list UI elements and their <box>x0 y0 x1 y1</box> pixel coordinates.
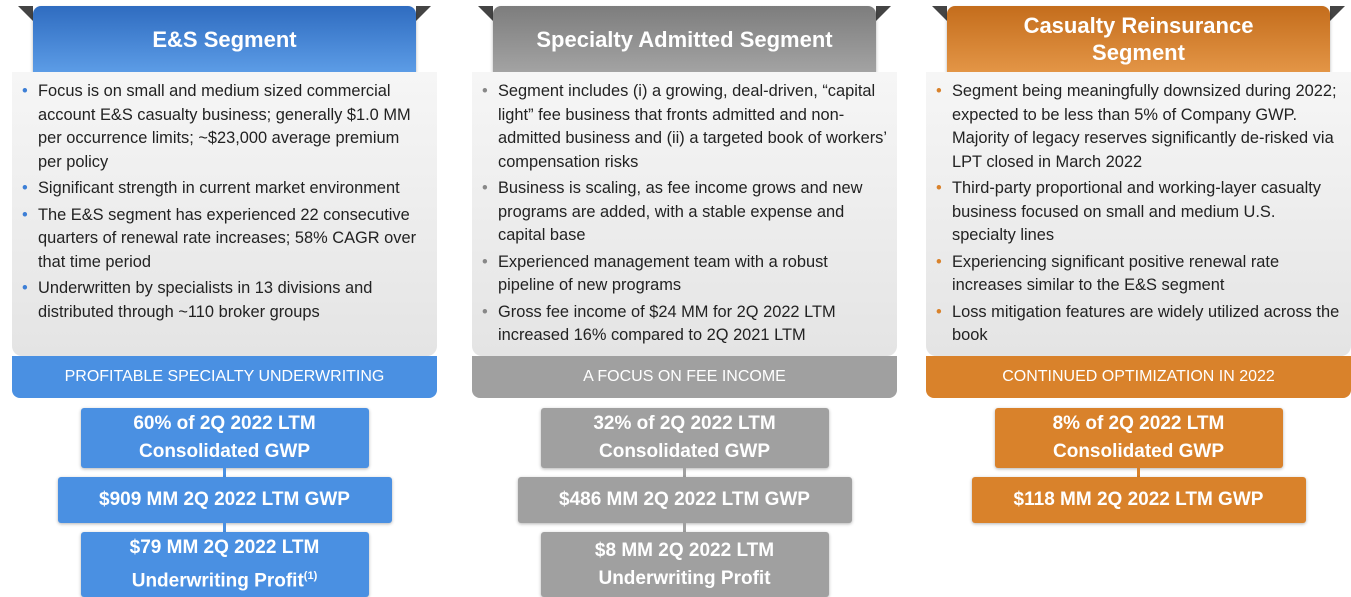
ribbon-fold <box>18 6 33 21</box>
segment-title: E&S Segment <box>33 6 416 72</box>
bullet: Segment includes (i) a growing, deal-dri… <box>480 80 887 174</box>
metric-box: 32% of 2Q 2022 LTM Consolidated GWP <box>540 408 829 468</box>
bullet: Focus is on small and medium sized comme… <box>20 80 427 174</box>
metric-box: 60% of 2Q 2022 LTM Consolidated GWP <box>80 408 369 468</box>
bullet: Significant strength in current market e… <box>20 177 427 201</box>
metric-text: $486 MM 2Q 2022 LTM GWP <box>559 489 810 510</box>
metric-text: $8 MM 2Q 2022 LTM Underwriting Profit <box>594 539 775 589</box>
segment-body: Segment being meaningfully downsized dur… <box>926 72 1351 356</box>
segment-banner: CONTINUED OPTIMIZATION IN 2022 <box>926 356 1351 398</box>
ribbon-fold <box>1330 6 1345 21</box>
bullet: Experienced management team with a robus… <box>480 251 887 298</box>
bullet: Underwritten by specialists in 13 divisi… <box>20 277 427 324</box>
bullet: Business is scaling, as fee income grows… <box>480 177 887 248</box>
metric-box: $909 MM 2Q 2022 LTM GWP <box>57 477 392 523</box>
connector <box>223 468 226 477</box>
metric-box: $79 MM 2Q 2022 LTM Underwriting Profit(1… <box>80 532 369 597</box>
bullet-list: Focus is on small and medium sized comme… <box>20 80 427 324</box>
ribbon-fold <box>876 6 891 21</box>
segment-body: Focus is on small and medium sized comme… <box>12 72 437 356</box>
metric-box: $118 MM 2Q 2022 LTM GWP <box>971 477 1306 523</box>
bullet: Experiencing significant positive renewa… <box>934 251 1341 298</box>
segment-body: Segment includes (i) a growing, deal-dri… <box>472 72 897 356</box>
segment-title: Casualty Reinsurance Segment <box>947 6 1330 72</box>
bullet: Gross fee income of $24 MM for 2Q 2022 L… <box>480 301 887 348</box>
bullet: Segment being meaningfully downsized dur… <box>934 80 1341 174</box>
bullet: Third-party proportional and working-lay… <box>934 177 1341 248</box>
segment-column: E&S Segment Focus is on small and medium … <box>12 0 437 597</box>
bullet: Loss mitigation features are widely util… <box>934 301 1341 348</box>
bullet: The E&S segment has experienced 22 conse… <box>20 204 427 275</box>
bullet-list: Segment includes (i) a growing, deal-dri… <box>480 80 887 348</box>
connector <box>683 468 686 477</box>
footnote-ref: (1) <box>303 569 318 582</box>
segment-column: Specialty Admitted Segment Segment includ… <box>472 0 897 597</box>
metric-text: 8% of 2Q 2022 LTM Consolidated GWP <box>1052 413 1225 462</box>
connector <box>1137 468 1140 477</box>
metric-text: 60% of 2Q 2022 LTM Consolidated GWP <box>133 413 316 462</box>
metric-box: $8 MM 2Q 2022 LTM Underwriting Profit <box>540 532 829 597</box>
segment-banner: PROFITABLE SPECIALTY UNDERWRITING <box>12 356 437 398</box>
connector <box>223 523 226 532</box>
bullet-list: Segment being meaningfully downsized dur… <box>934 80 1341 348</box>
connector <box>683 523 686 532</box>
segment-banner: A FOCUS ON FEE INCOME <box>472 356 897 398</box>
segment-column: Casualty Reinsurance Segment Segment bein… <box>926 0 1351 597</box>
metric-text: $118 MM 2Q 2022 LTM GWP <box>1013 489 1264 510</box>
metric-text: $79 MM 2Q 2022 LTM Underwriting Profit(1… <box>129 536 320 592</box>
ribbon-fold <box>416 6 431 21</box>
metric-box: $486 MM 2Q 2022 LTM GWP <box>517 477 852 523</box>
metric-box: 8% of 2Q 2022 LTM Consolidated GWP <box>994 408 1283 468</box>
metric-text: 32% of 2Q 2022 LTM Consolidated GWP <box>593 413 776 462</box>
metric-text: $909 MM 2Q 2022 LTM GWP <box>99 489 350 510</box>
ribbon-fold <box>478 6 493 21</box>
ribbon-fold <box>932 6 947 21</box>
segment-title: Specialty Admitted Segment <box>493 6 876 72</box>
